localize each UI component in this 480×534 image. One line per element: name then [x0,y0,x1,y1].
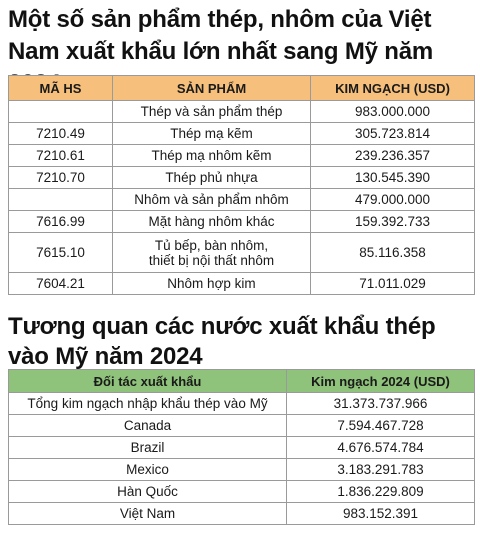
table-row: Nhôm và sản phẩm nhôm 479.000.000 [8,188,475,211]
value-cell: 983.152.391 [286,502,475,525]
product-cell: Nhôm hợp kim [112,272,311,295]
table-header-row: Đối tác xuất khẩu Kim ngạch 2024 (USD) [8,369,475,393]
table-row: Hàn Quốc 1.836.229.809 [8,480,475,503]
value-cell: 4.676.574.784 [286,436,475,459]
hs-code-cell: 7616.99 [8,210,113,233]
product-cell: Nhôm và sản phẩm nhôm [112,188,311,211]
partner-cell: Canada [8,414,287,437]
product-cell: Mặt hàng nhôm khác [112,210,311,233]
product-line: thiết bị nội thất nhôm [148,252,275,268]
table-row: 7210.61 Thép mạ nhôm kẽm 239.236.357 [8,144,475,167]
value-cell: 71.011.029 [310,272,475,295]
partner-cell: Tổng kim ngạch nhập khẩu thép vào Mỹ [8,392,287,415]
table-row: 7615.10 Tủ bếp, bàn nhôm, thiết bị nội t… [8,232,475,273]
header-product: SẢN PHẨM [112,75,311,101]
partner-cell: Mexico [8,458,287,481]
value-cell: 3.183.291.783 [286,458,475,481]
hs-code-cell [8,100,113,123]
product-cell: Thép mạ kẽm [112,122,311,145]
vietnam-exports-table: MÃ HS SẢN PHẨM KIM NGẠCH (USD) Thép và s… [8,75,475,295]
table-row: Canada 7.594.467.728 [8,414,475,437]
value-cell: 130.545.390 [310,166,475,189]
header-hs-code: MÃ HS [8,75,113,101]
hs-code-cell: 7210.49 [8,122,113,145]
table-row: 7210.70 Thép phủ nhựa 130.545.390 [8,166,475,189]
header-value: Kim ngạch 2024 (USD) [286,369,475,393]
header-value: KIM NGẠCH (USD) [310,75,475,101]
table-row: 7210.49 Thép mạ kẽm 305.723.814 [8,122,475,145]
hs-code-cell [8,188,113,211]
hs-code-cell: 7604.21 [8,272,113,295]
value-cell: 159.392.733 [310,210,475,233]
product-cell: Tủ bếp, bàn nhôm, thiết bị nội thất nhôm [112,232,311,273]
table-row: 7604.21 Nhôm hợp kim 71.011.029 [8,272,475,295]
value-cell: 239.236.357 [310,144,475,167]
product-cell: Thép mạ nhôm kẽm [112,144,311,167]
value-cell: 85.116.358 [310,232,475,273]
table-row: Việt Nam 983.152.391 [8,502,475,525]
table-header-row: MÃ HS SẢN PHẨM KIM NGẠCH (USD) [8,75,475,101]
partner-cell: Hàn Quốc [8,480,287,503]
table-row: Mexico 3.183.291.783 [8,458,475,481]
table-row: Tổng kim ngạch nhập khẩu thép vào Mỹ 31.… [8,392,475,415]
value-cell: 305.723.814 [310,122,475,145]
value-cell: 1.836.229.809 [286,480,475,503]
value-cell: 479.000.000 [310,188,475,211]
table-row: 7616.99 Mặt hàng nhôm khác 159.392.733 [8,210,475,233]
value-cell: 31.373.737.966 [286,392,475,415]
product-cell: Thép phủ nhựa [112,166,311,189]
product-line: Tủ bếp, bàn nhôm, [154,237,269,253]
hs-code-cell: 7210.70 [8,166,113,189]
hs-code-cell: 7210.61 [8,144,113,167]
partner-cell: Brazil [8,436,287,459]
steel-export-comparison-table: Đối tác xuất khẩu Kim ngạch 2024 (USD) T… [8,369,475,525]
hs-code-cell: 7615.10 [8,232,113,273]
value-cell: 7.594.467.728 [286,414,475,437]
header-partner: Đối tác xuất khẩu [8,369,287,393]
table-row: Thép và sản phẩm thép 983.000.000 [8,100,475,123]
value-cell: 983.000.000 [310,100,475,123]
title-steel-export-comparison: Tương quan các nước xuất khẩu thép vào M… [8,313,436,370]
title-vietnam-exports: Một số sản phẩm thép, nhôm của Việt Nam … [8,6,434,97]
product-cell: Thép và sản phẩm thép [112,100,311,123]
partner-cell: Việt Nam [8,502,287,525]
table-row: Brazil 4.676.574.784 [8,436,475,459]
